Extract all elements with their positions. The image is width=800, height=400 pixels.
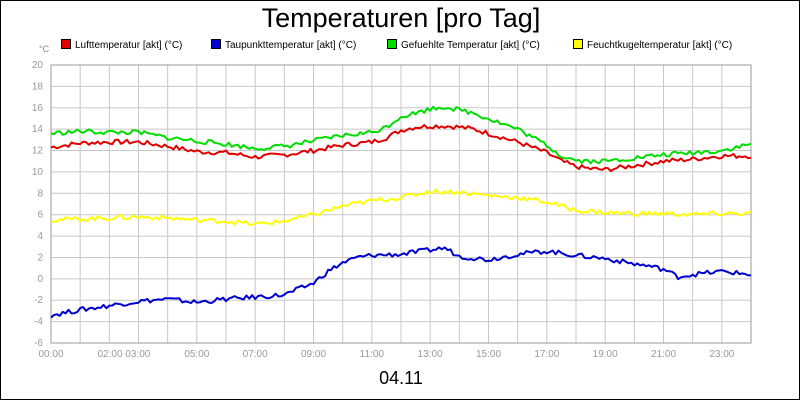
chart-title: Temperaturen [pro Tag] — [261, 3, 541, 33]
y-tick-label: -2 — [34, 295, 43, 306]
y-tick-label: 2 — [37, 252, 43, 263]
x-tick-label: 07:00 — [243, 349, 268, 360]
y-tick-label: 6 — [37, 210, 43, 221]
y-tick-label: 16 — [32, 103, 44, 114]
legend-label-lufttemperatur: Lufttemperatur [akt] (°C) — [75, 40, 183, 51]
series-line-0 — [50, 124, 752, 173]
legend-label-feuchtkugeltemperatur: Feuchtkugeltemperatur [akt] (°C) — [587, 40, 733, 51]
legend-item-gefuehlte-temperatur: Gefuehlte Temperatur [akt] (°C) — [387, 39, 540, 53]
series-line-2 — [50, 105, 752, 165]
y-tick-label: 18 — [32, 81, 44, 92]
legend-item-feuchtkugeltemperatur: Feuchtkugeltemperatur [akt] (°C) — [573, 39, 732, 53]
x-tick-label: 15:00 — [476, 349, 501, 360]
x-axis-date-label: 04.11 — [379, 368, 423, 388]
legend-swatch-gefuehlte-temperatur — [387, 39, 397, 49]
x-tick-label: 09:00 — [301, 349, 326, 360]
plot-border — [50, 64, 752, 344]
legend-item-lufttemperatur: Lufttemperatur [akt] (°C) — [61, 39, 182, 53]
y-tick-label: 12 — [32, 146, 44, 157]
y-tick-label: 20 — [32, 60, 44, 71]
y-tick-label: 10 — [32, 167, 44, 178]
legend-label-gefuehlte-temperatur: Gefuehlte Temperatur [akt] (°C) — [401, 40, 540, 51]
legend-label-taupunkttemperatur: Taupunkttemperatur [akt] (°C) — [225, 40, 357, 51]
x-tick-label: 02:00 03:00 — [98, 349, 151, 360]
x-tick-label: 17:00 — [534, 349, 559, 360]
legend-swatch-lufttemperatur — [61, 39, 71, 49]
x-tick-label: 21:00 — [651, 349, 676, 360]
y-tick-label: -4 — [34, 317, 43, 328]
y-tick-label: -6 — [34, 338, 43, 349]
y-tick-label: 8 — [37, 188, 43, 199]
series-line-1 — [50, 246, 752, 319]
y-axis-unit: °C — [39, 44, 50, 54]
x-tick-label: 05:00 — [184, 349, 209, 360]
x-tick-label: 00:00 — [38, 349, 63, 360]
series-line-3 — [50, 188, 752, 226]
y-tick-label: 0 — [37, 274, 43, 285]
legend-swatch-taupunkttemperatur — [211, 39, 221, 49]
x-tick-label: 13:00 — [418, 349, 443, 360]
x-tick-label: 23:00 — [709, 349, 734, 360]
legend-swatch-feuchtkugeltemperatur — [573, 39, 583, 49]
y-tick-label: 14 — [32, 124, 44, 135]
x-tick-label: 19:00 — [593, 349, 618, 360]
y-tick-label: 4 — [37, 231, 43, 242]
chart-legend: Lufttemperatur [akt] (°C) Taupunkttemper… — [1, 39, 800, 53]
x-tick-label: 11:00 — [360, 349, 385, 360]
legend-item-taupunkttemperatur: Taupunkttemperatur [akt] (°C) — [211, 39, 356, 53]
